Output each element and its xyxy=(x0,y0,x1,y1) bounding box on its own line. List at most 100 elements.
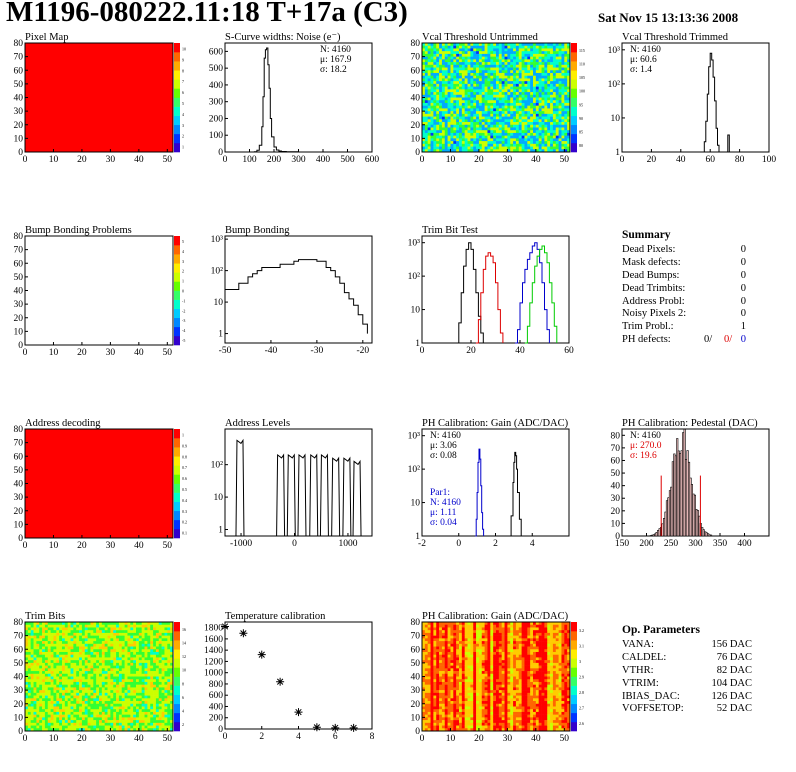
heatmap-cell xyxy=(161,679,165,683)
heatmap-cell xyxy=(441,70,446,74)
heatmap-cell xyxy=(558,59,562,63)
heatmap-cell xyxy=(87,679,91,683)
heatmap-cell xyxy=(436,684,440,688)
heatmap-cell xyxy=(30,695,34,699)
heatmap-cell xyxy=(124,624,128,628)
heatmap-cell xyxy=(513,111,517,115)
heatmap-cell xyxy=(496,105,500,109)
heatmap-cell xyxy=(498,130,502,134)
heatmap-cell xyxy=(439,660,443,664)
heatmap-cell xyxy=(524,127,528,131)
heatmap-cell xyxy=(62,632,66,636)
heatmap-cell xyxy=(47,662,51,666)
heatmap-cell xyxy=(33,717,37,721)
heatmap-cell xyxy=(439,635,443,639)
heatmap-cell xyxy=(427,641,431,645)
heatmap-cell xyxy=(473,113,477,117)
heatmap-cell xyxy=(53,622,57,626)
heatmap-cell xyxy=(484,102,488,106)
heatmap-cell xyxy=(110,720,114,724)
heatmap-cell xyxy=(33,657,37,661)
heatmap-cell xyxy=(118,692,123,696)
heatmap-cell xyxy=(124,668,128,672)
heatmap-cell xyxy=(59,709,63,713)
heatmap-cell xyxy=(127,695,131,699)
heatmap-cell xyxy=(42,657,46,661)
heatmap-cell xyxy=(459,97,463,101)
heatmap-cell xyxy=(27,660,31,664)
heatmap-cell xyxy=(547,89,551,93)
x-tick-label: 200 xyxy=(267,155,282,165)
heatmap-cell xyxy=(447,130,451,134)
y-tick-label: 80 xyxy=(14,232,24,242)
heatmap-cell xyxy=(533,119,537,123)
heatmap-cell xyxy=(439,692,443,696)
heatmap-cell xyxy=(507,97,511,101)
heatmap-cell xyxy=(464,83,468,87)
heatmap-cell xyxy=(476,53,480,57)
heatmap-cell xyxy=(507,62,511,66)
heatmap-cell xyxy=(53,720,57,724)
heatmap-cell xyxy=(527,56,531,60)
heatmap-cell xyxy=(564,124,568,128)
heatmap-cell xyxy=(470,45,474,49)
heatmap-cell xyxy=(433,78,437,82)
heatmap-cell xyxy=(567,64,571,68)
heatmap-cell xyxy=(161,662,165,666)
heatmap-cell xyxy=(424,122,428,126)
heatmap-cell xyxy=(113,649,117,653)
heatmap-cell xyxy=(73,692,77,696)
heatmap-cell xyxy=(453,45,457,49)
heatmap-cell xyxy=(430,632,434,636)
heatmap-cell xyxy=(487,141,491,145)
heatmap-cell xyxy=(501,132,505,136)
heatmap-cell xyxy=(439,64,443,68)
heatmap-cell xyxy=(487,48,491,52)
heatmap-cell xyxy=(436,687,440,691)
heatmap-cell xyxy=(504,43,508,47)
heatmap-cell xyxy=(476,149,480,153)
heatmap-cell xyxy=(561,56,565,60)
heatmap-cell xyxy=(433,627,437,631)
heatmap-cell xyxy=(87,692,91,696)
heatmap-cell xyxy=(456,48,460,52)
heatmap-cell xyxy=(498,113,502,117)
heatmap-cell xyxy=(473,48,477,52)
heatmap-cell xyxy=(107,703,111,707)
heatmap-cell xyxy=(50,660,54,664)
heatmap-cell xyxy=(424,132,428,136)
y-tick-label: 20 xyxy=(14,314,24,324)
heatmap-cell xyxy=(564,56,568,60)
heatmap-cell xyxy=(450,97,454,101)
heatmap-cell xyxy=(527,72,531,76)
heatmap-cell xyxy=(67,638,71,642)
heatmap-cell xyxy=(550,132,554,136)
heatmap-cell xyxy=(507,119,511,123)
heatmap-cell xyxy=(470,62,474,66)
heatmap-cell xyxy=(427,83,431,87)
heatmap-cell xyxy=(467,78,471,82)
heatmap-cell xyxy=(467,141,471,145)
heatmap-cell xyxy=(561,149,565,153)
heatmap-cell xyxy=(476,78,480,82)
heatmap-cell xyxy=(110,638,114,642)
heatmap-cell xyxy=(496,64,500,68)
heatmap-cell xyxy=(518,62,522,66)
heatmap-cell xyxy=(473,53,477,57)
heatmap-cell xyxy=(436,722,440,726)
heatmap-cell xyxy=(504,138,508,142)
heatmap-cell xyxy=(170,651,174,655)
heatmap-cell xyxy=(447,146,451,150)
heatmap-cell xyxy=(527,135,531,139)
heatmap-cell xyxy=(541,108,545,112)
palette-label: 4 xyxy=(182,249,184,254)
heatmap-cell xyxy=(113,651,117,655)
heatmap-cell xyxy=(79,709,83,713)
heatmap-cell xyxy=(81,714,86,718)
palette-cell xyxy=(174,124,180,135)
heatmap-cell xyxy=(555,67,559,71)
heatmap-cell xyxy=(473,81,477,85)
heatmap-cell xyxy=(81,703,86,707)
heatmap-cell xyxy=(424,59,428,63)
heatmap-cell xyxy=(44,703,49,707)
